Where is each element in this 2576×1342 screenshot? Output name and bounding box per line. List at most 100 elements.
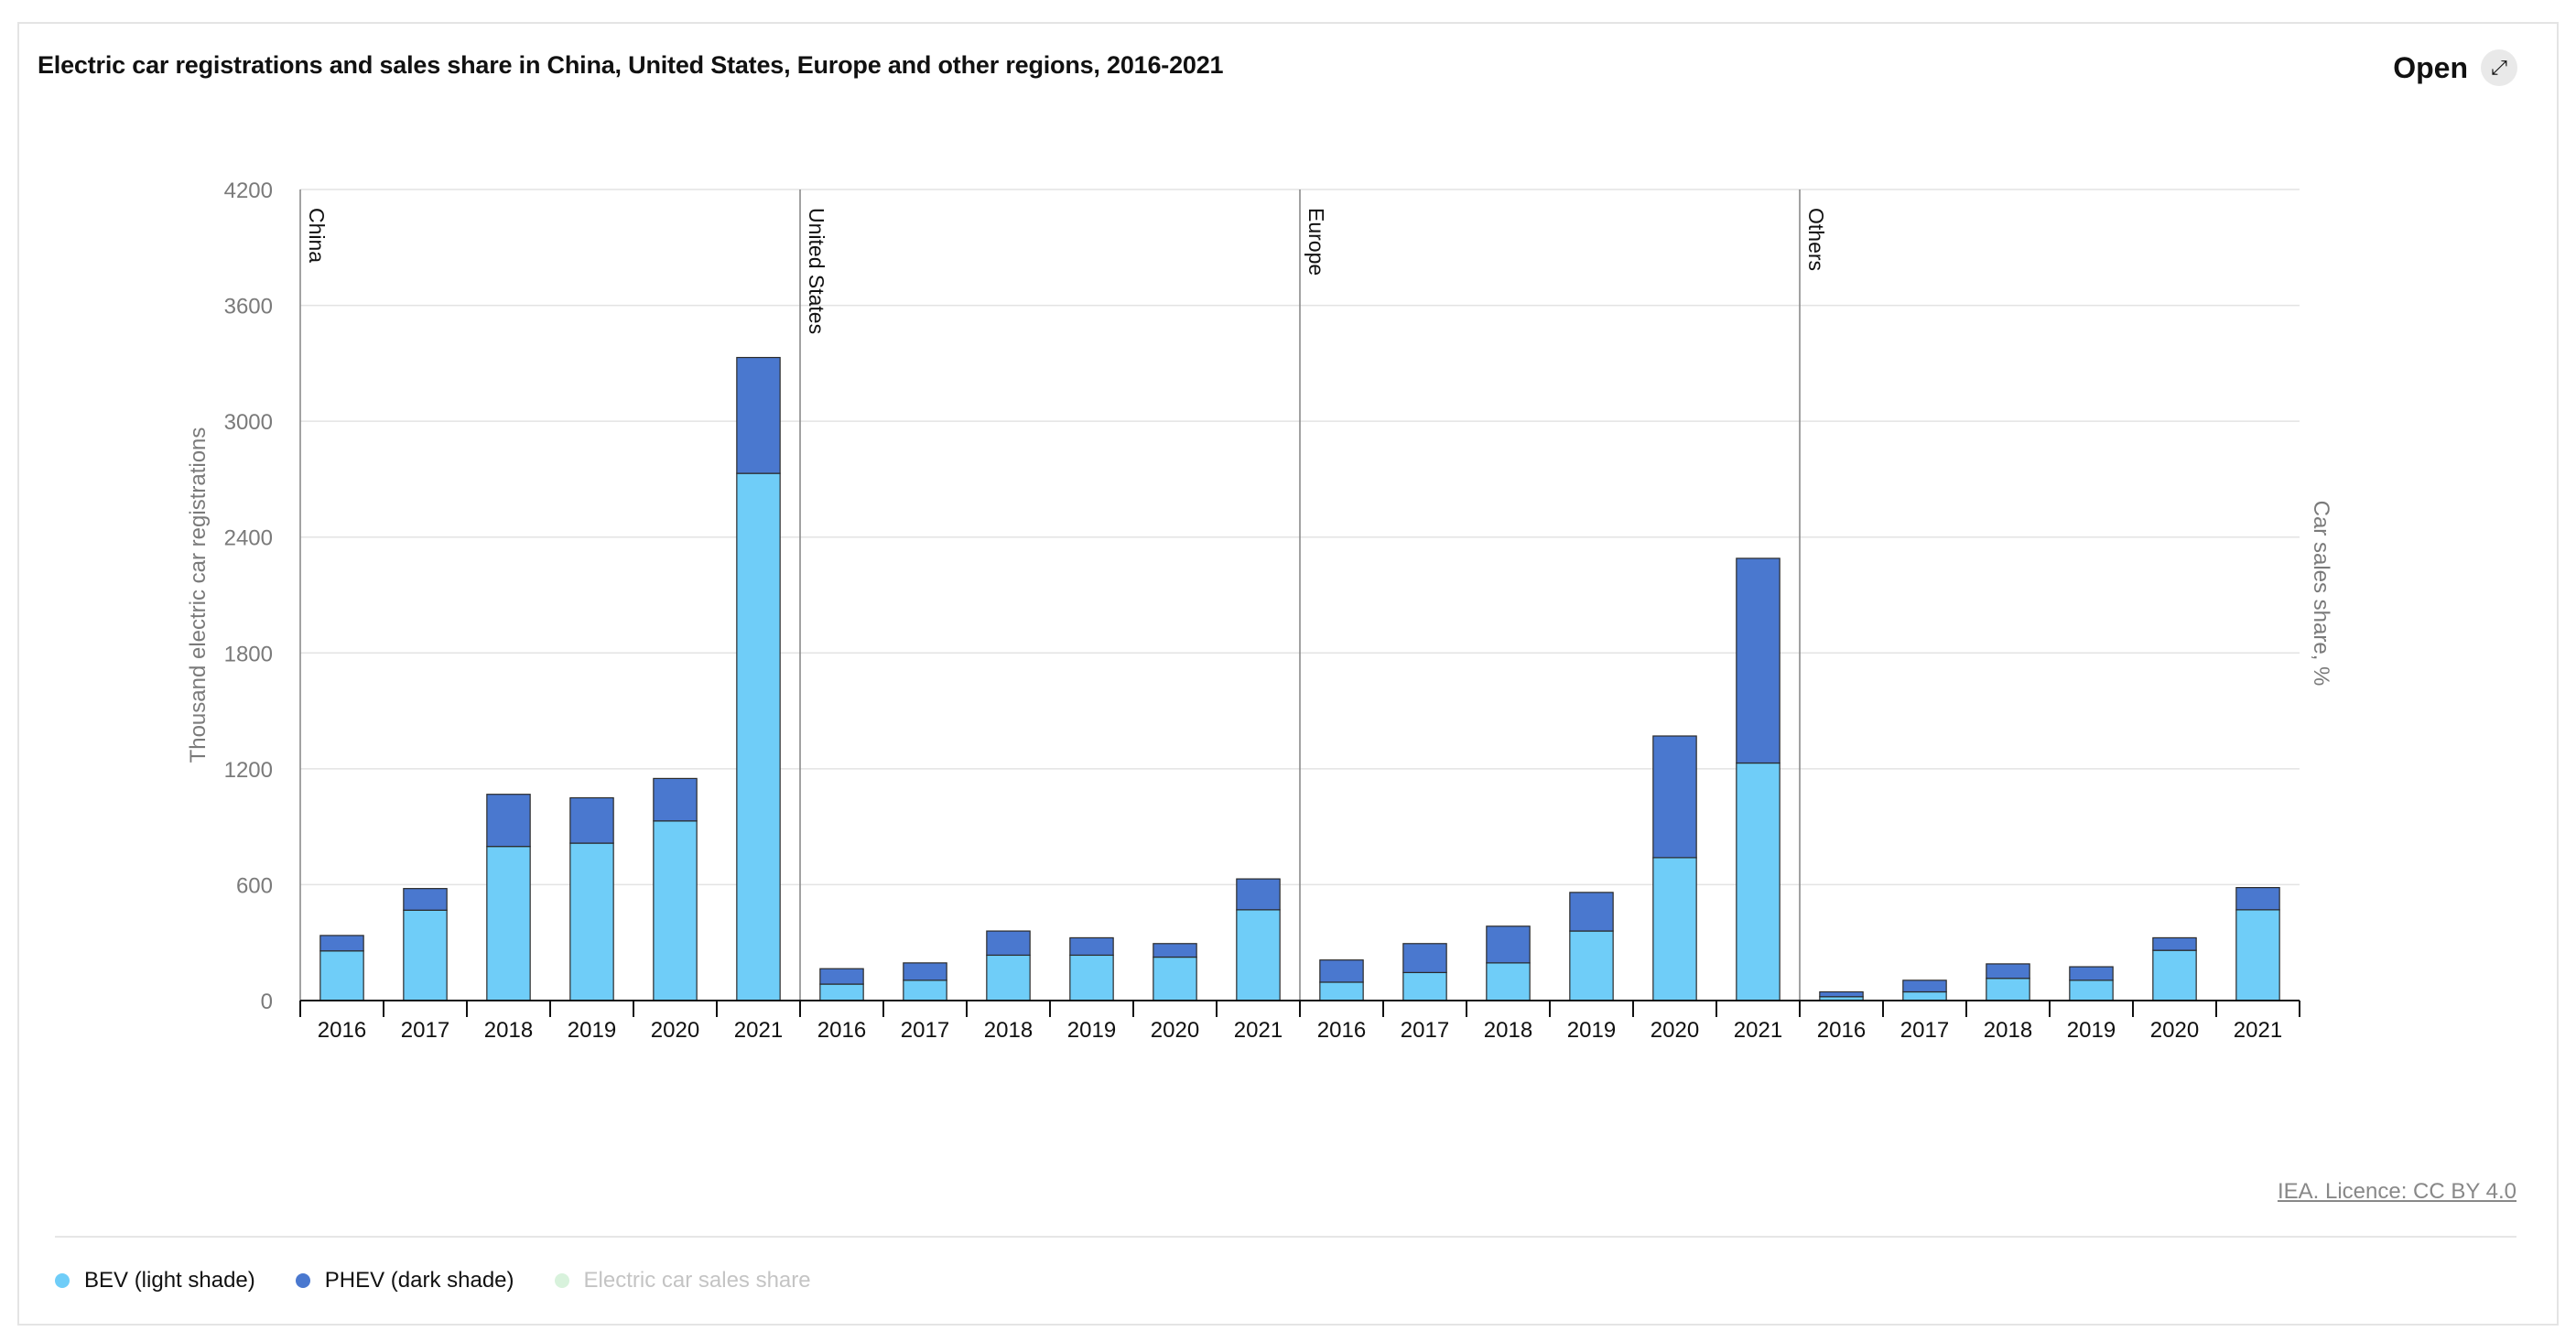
bar-phev (403, 888, 448, 911)
legend-divider (55, 1236, 2516, 1238)
legend: BEV (light shade) PHEV (dark shade) Elec… (55, 1268, 811, 1293)
bar-bev (1153, 956, 1197, 1001)
x-tick-label: 2017 (901, 1018, 949, 1043)
legend-item-phev[interactable]: PHEV (dark shade) (295, 1268, 514, 1293)
bar-phev (319, 935, 364, 952)
y-tick-label: 0 (261, 990, 273, 1014)
bar-bev (1486, 962, 1531, 1001)
legend-item-bev[interactable]: BEV (light shade) (55, 1268, 255, 1293)
y2-axis-title: Car sales share, % (2309, 501, 2333, 687)
bar-bev (819, 983, 864, 1001)
bar-phev (1902, 979, 1947, 993)
bar-bev (1569, 930, 1614, 1001)
legend-swatch-bev (55, 1273, 70, 1288)
bar-bev (403, 909, 448, 1001)
x-tick-label: 2020 (1651, 1018, 1699, 1043)
bar-bev (319, 950, 364, 1001)
bar-phev (1652, 735, 1697, 859)
y-tick-label: 3600 (224, 295, 273, 319)
x-tick-label: 2019 (1567, 1018, 1616, 1043)
x-tick-label: 2017 (1401, 1018, 1449, 1043)
bar-bev (2152, 949, 2197, 1001)
bar-phev (1402, 943, 1447, 974)
bar-phev (2152, 936, 2197, 951)
bar-bev (2235, 909, 2280, 1001)
x-tick-label: 2020 (2150, 1018, 2199, 1043)
bar-phev (736, 356, 781, 474)
x-tick-label: 2018 (984, 1018, 1033, 1043)
legend-item-sales-share[interactable]: Electric car sales share (554, 1268, 811, 1293)
x-tick-label: 2021 (1234, 1018, 1283, 1043)
x-tick-label: 2019 (568, 1018, 616, 1043)
axis-text: 0 600 1200 1800 2400 3000 3600 4200 Thousand ele… (186, 179, 2333, 1043)
bar-bev (1319, 981, 1364, 1001)
bar-phev (569, 796, 614, 844)
legend-label-phev: PHEV (dark shade) (324, 1268, 514, 1293)
x-tick-label: 2016 (817, 1018, 866, 1043)
x-tick-label: 2019 (2067, 1018, 2116, 1043)
bar-bev (2069, 979, 2114, 1001)
bars (319, 356, 2280, 1001)
bar-bev (1236, 909, 1281, 1001)
y-tick-label: 1200 (224, 758, 273, 783)
group-label: Others (1804, 208, 1828, 271)
chart-title: Electric car registrations and sales sha… (38, 51, 1224, 79)
bar-phev (819, 968, 864, 985)
bar-bev (569, 842, 614, 1001)
chart-card (17, 22, 2559, 1326)
x-tick-label: 2020 (1151, 1018, 1199, 1043)
x-tick-label: 2017 (401, 1018, 449, 1043)
x-tick-label: 2018 (1984, 1018, 2032, 1043)
bar-phev (653, 777, 698, 822)
group-label: United States (805, 208, 828, 334)
bar-phev (1986, 963, 2030, 979)
legend-swatch-phev (295, 1273, 310, 1288)
bar-bev (1902, 990, 1947, 1001)
bar-phev (2069, 966, 2114, 981)
expand-arrow-icon: ⤢ (2481, 49, 2517, 86)
x-tick-label: 2016 (1317, 1018, 1366, 1043)
x-tick-label: 2021 (1734, 1018, 1782, 1043)
bar-phev (1319, 959, 1364, 983)
bar-bev (903, 979, 947, 1001)
bar-phev (2235, 886, 2280, 911)
x-tick-label: 2019 (1067, 1018, 1116, 1043)
open-button-label: Open (2393, 50, 2468, 84)
bar-bev (986, 954, 1031, 1001)
x-tick-label: 2021 (734, 1018, 783, 1043)
bar-phev (1069, 936, 1114, 957)
legend-label-bev: BEV (light shade) (84, 1268, 255, 1293)
bar-phev (1569, 892, 1614, 932)
x-tick-label: 2016 (318, 1018, 366, 1043)
bar-bev (653, 820, 698, 1001)
axes (299, 189, 2300, 1017)
open-button[interactable]: Open ⤢ (2393, 49, 2517, 86)
bar-bev (1652, 857, 1697, 1001)
bar-phev (1236, 878, 1281, 911)
legend-label-sales-share: Electric car sales share (583, 1268, 811, 1293)
x-tick-label: 2018 (1484, 1018, 1532, 1043)
bar-bev (1402, 971, 1447, 1001)
bar-chart: 0 600 1200 1800 2400 3000 3600 4200 Thousand ele… (186, 179, 2333, 1043)
bar-bev (1069, 954, 1114, 1001)
bar-phev (1153, 943, 1197, 958)
bar-phev (903, 962, 947, 981)
x-tick-label: 2021 (2234, 1018, 2282, 1043)
legend-swatch-sales-share (554, 1273, 569, 1288)
x-tick-label: 2020 (651, 1018, 699, 1043)
bar-phev (986, 930, 1031, 957)
bar-phev (1486, 925, 1531, 964)
x-tick-label: 2016 (1817, 1018, 1866, 1043)
bar-bev (486, 846, 531, 1001)
bar-bev (736, 472, 781, 1001)
x-tick-label: 2018 (484, 1018, 533, 1043)
bar-bev (1986, 978, 2030, 1001)
y-tick-label: 2400 (224, 526, 273, 551)
bar-bev (1736, 762, 1780, 1001)
group-label: Europe (1304, 208, 1328, 276)
y-tick-label: 3000 (224, 410, 273, 435)
group-label: China (305, 208, 329, 263)
bar-phev (1819, 990, 1864, 998)
licence-link[interactable]: IEA. Licence: CC BY 4.0 (2277, 1179, 2516, 1204)
y-tick-label: 1800 (224, 642, 273, 666)
